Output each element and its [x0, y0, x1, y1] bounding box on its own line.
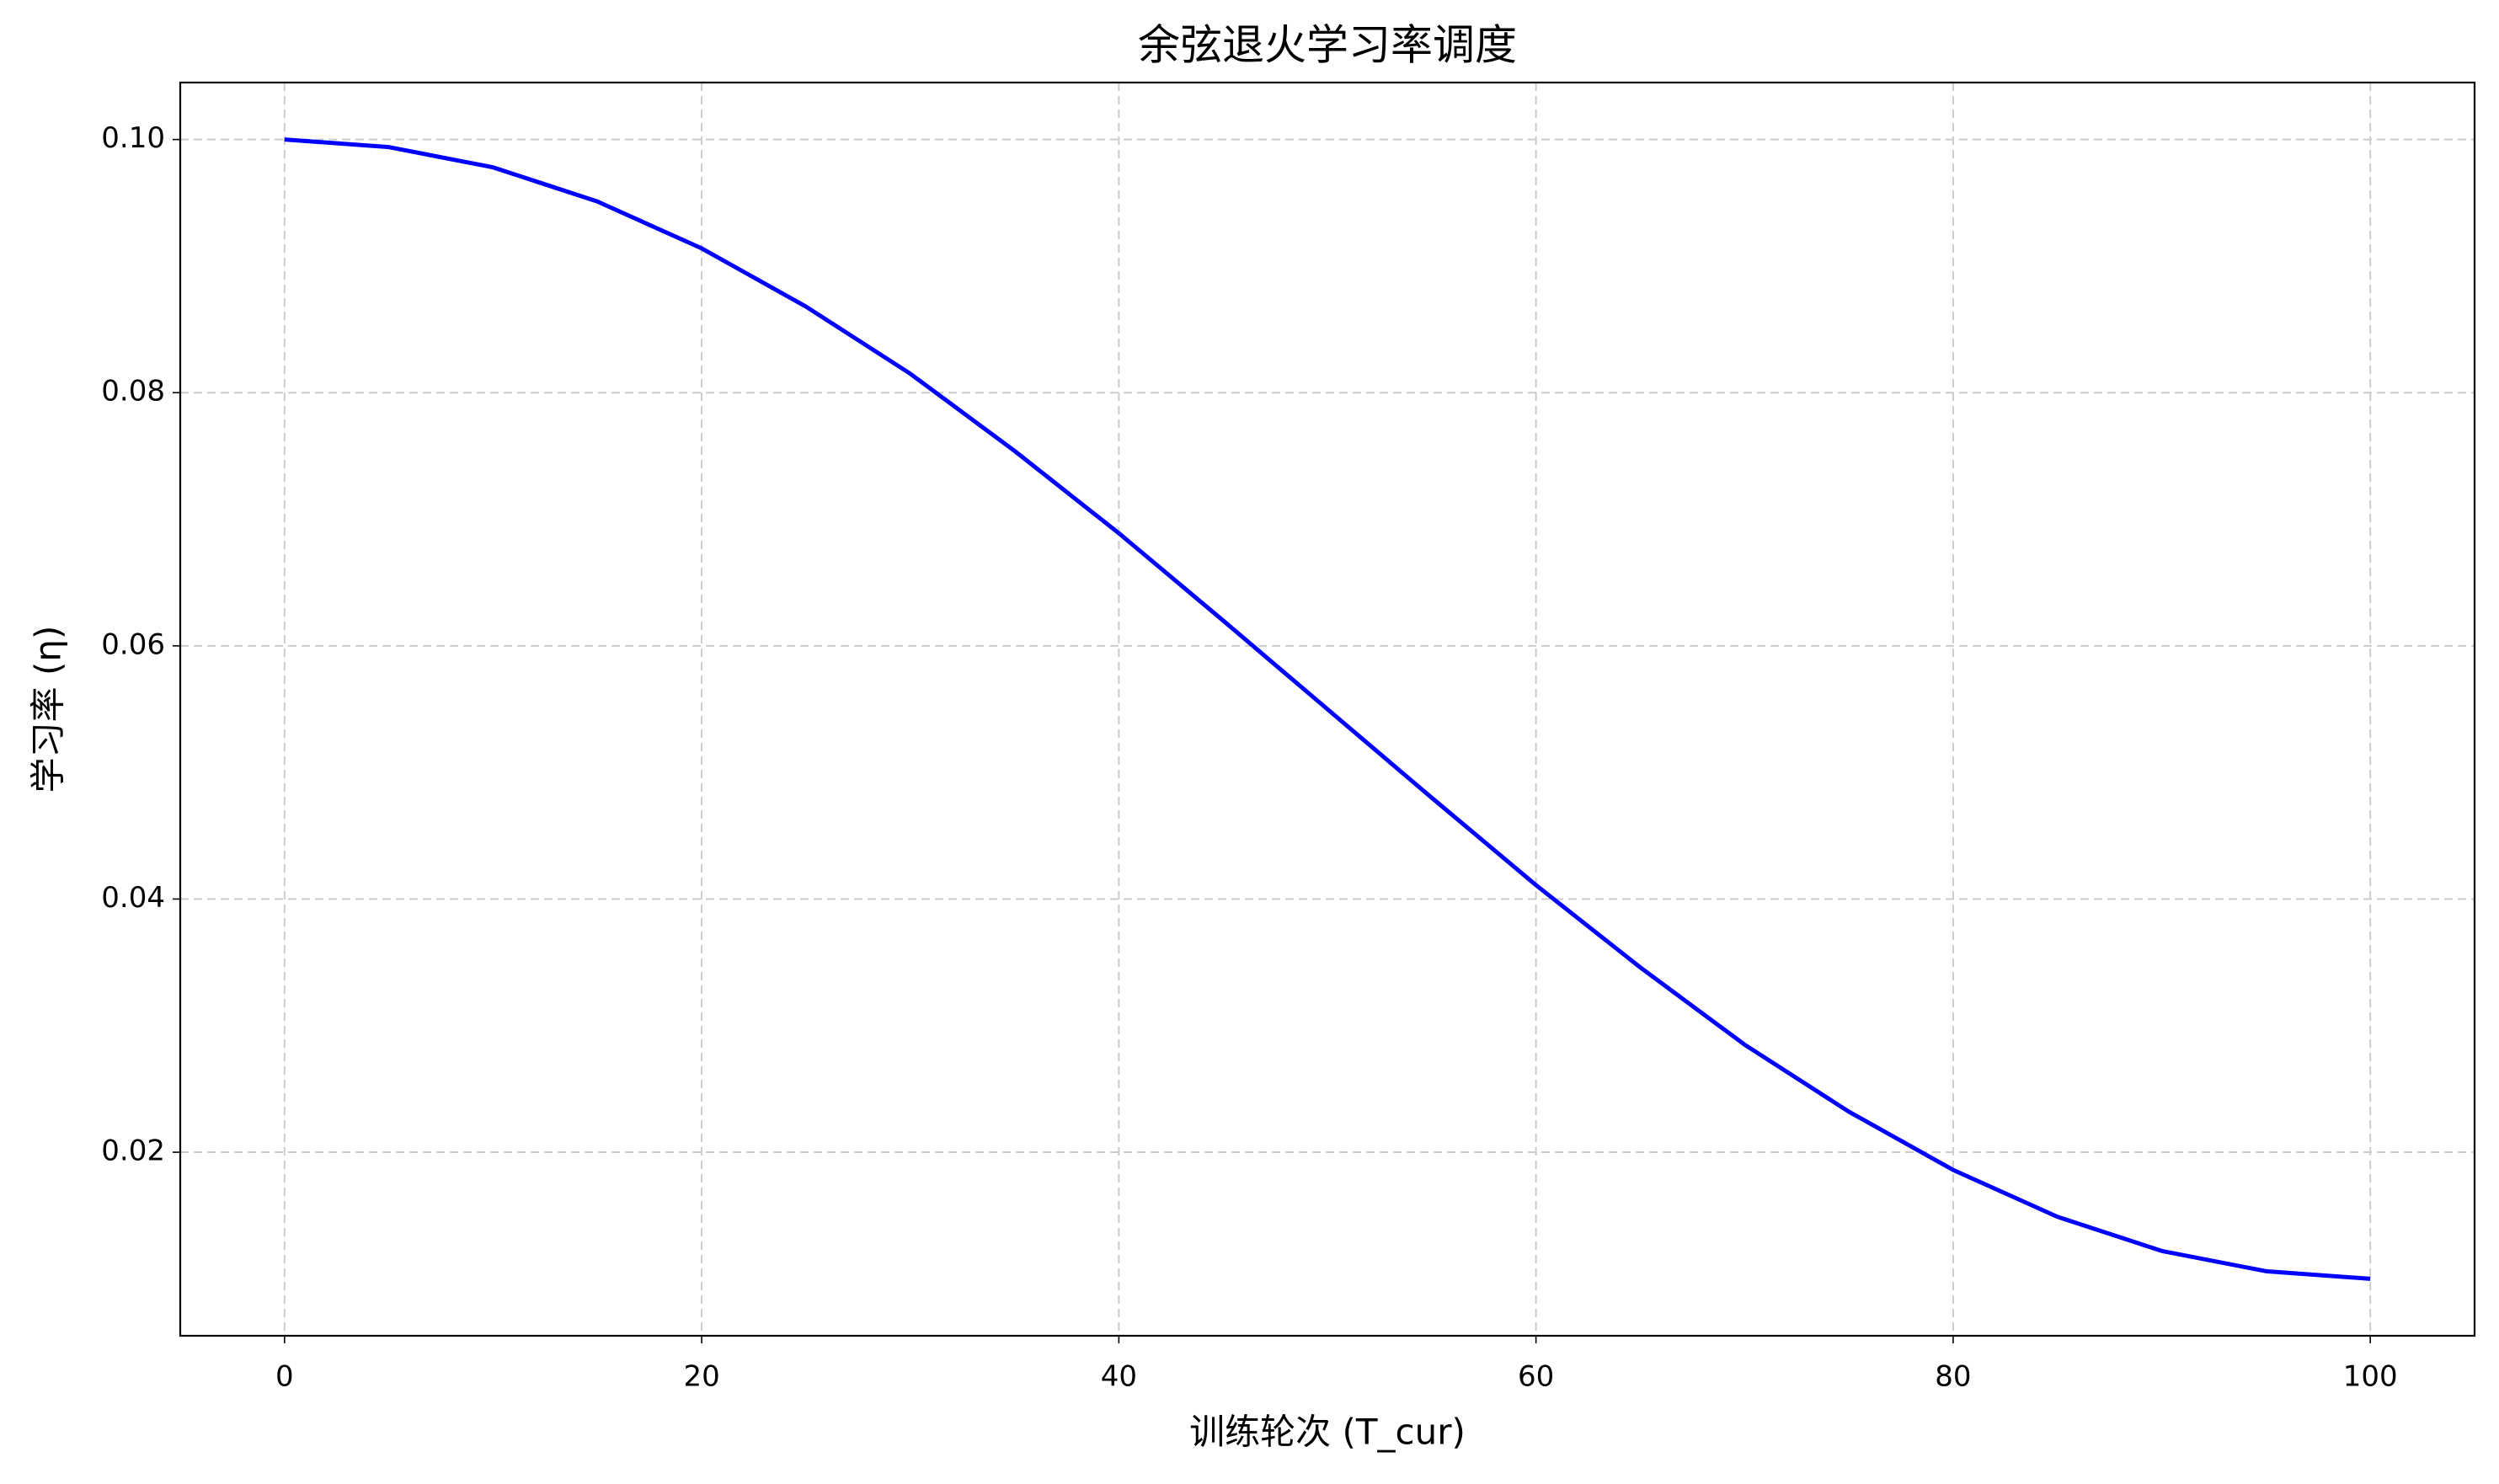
y-tick-label: 0.08 [101, 375, 165, 408]
y-tick-label: 0.06 [101, 627, 165, 661]
x-tick-label: 40 [1101, 1360, 1137, 1394]
y-tick-label: 0.02 [101, 1134, 165, 1168]
y-tick-label: 0.04 [101, 881, 165, 915]
chart-title: 余弦退火学习率调度 [1138, 21, 1517, 70]
plot-frame [179, 81, 2476, 1337]
x-tick-label: 60 [1518, 1360, 1554, 1394]
y-axis-label: 学习率 (η) [28, 626, 69, 793]
x-tick-label: 0 [275, 1360, 294, 1394]
x-tick-label: 100 [2343, 1360, 2398, 1394]
line-series [284, 137, 2371, 1281]
x-axis-label: 训练轮次 (T_cur) [1189, 1412, 1466, 1453]
y-tick-label: 0.10 [101, 121, 165, 155]
x-tick-label: 20 [683, 1360, 719, 1394]
x-tick-label: 80 [1935, 1360, 1971, 1394]
